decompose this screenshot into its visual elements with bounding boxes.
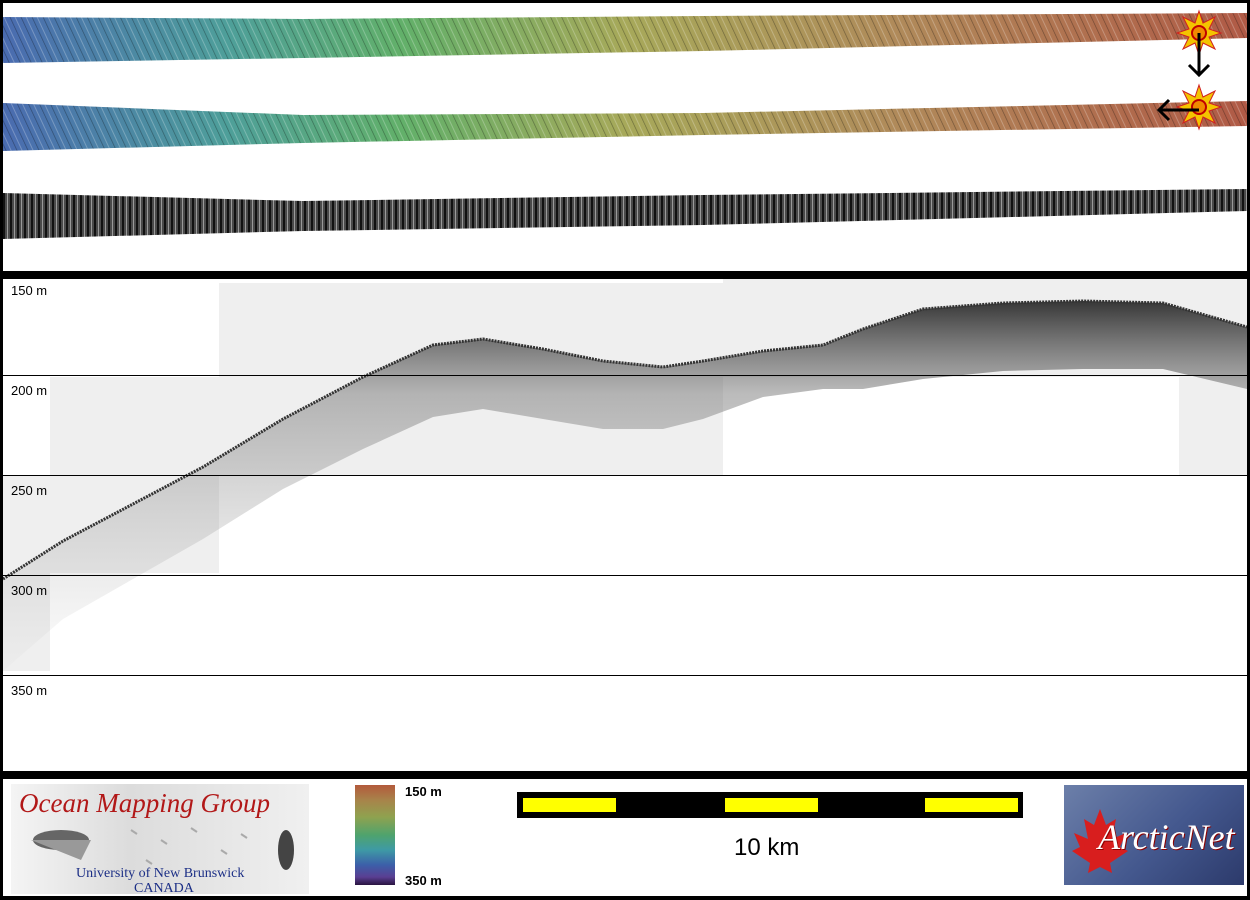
sun-illumination-icon-2 [1175, 83, 1223, 131]
scale-bar-segment [523, 798, 616, 812]
profile-panel: 150 m 200 m 250 m 300 m 350 m [3, 279, 1247, 771]
scale-bar [517, 792, 1023, 818]
depth-label-150: 150 m [11, 283, 48, 298]
ocean-mapping-group-logo: Ocean Mapping Group University of New Br… [11, 784, 309, 896]
swath-backscatter [3, 189, 1247, 239]
footer-panel: Ocean Mapping Group University of New Br… [3, 779, 1247, 896]
colorbar-bottom-label: 350 m [405, 873, 442, 888]
depth-label-300: 300 m [11, 583, 48, 598]
swath-images [3, 9, 1247, 239]
omg-country: CANADA [134, 881, 194, 896]
scale-bar-label: 10 km [734, 834, 800, 861]
grid-line-200 [3, 375, 1247, 376]
subbottom-profile [3, 279, 1247, 671]
arrow-left-icon [1156, 98, 1199, 122]
swath-panel [3, 3, 1247, 271]
grid-line-250 [3, 475, 1247, 476]
colorbar-top-label: 150 m [405, 784, 442, 799]
omg-logo-title: Ocean Mapping Group [19, 788, 270, 818]
depth-colorbar [355, 785, 395, 885]
depth-label-200: 200 m [11, 383, 48, 398]
arcticnet-logo: ArcticNet [1064, 785, 1244, 885]
grid-line-300 [3, 575, 1247, 576]
arcticnet-logo-text: ArcticNet [1098, 817, 1235, 857]
depth-label-350: 350 m [11, 683, 48, 698]
scale-bar-segment [925, 798, 1018, 812]
depth-label-250: 250 m [11, 483, 48, 498]
maple-leaf-icon [1072, 809, 1128, 873]
grid-line-350 [3, 675, 1247, 676]
omg-university: University of New Brunswick [76, 866, 245, 881]
arrow-down-icon [1187, 33, 1211, 78]
sonar-fish-icon [31, 827, 294, 870]
scale-bar-segment [725, 798, 818, 812]
